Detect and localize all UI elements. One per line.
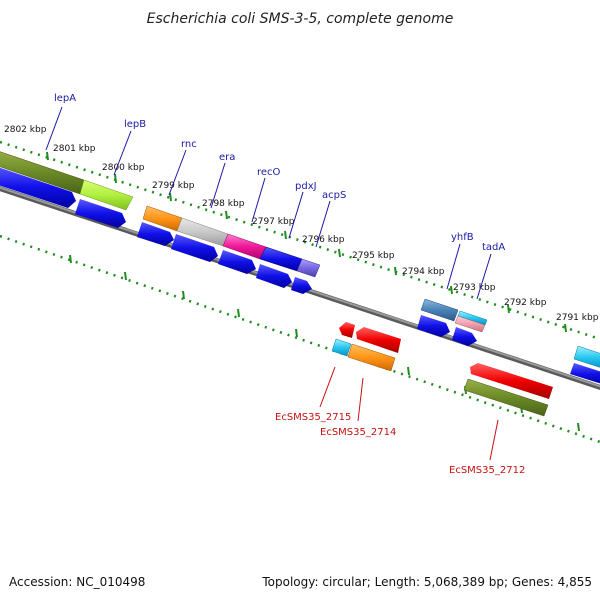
outer-tick-track: [0, 140, 600, 341]
kbp-label: 2795 kbp: [352, 251, 395, 261]
kbp-scale: 2802 kbp 2801 kbp 2800 kbp 2799 kbp 2798…: [4, 125, 599, 323]
cds-arrow[interactable]: [0, 166, 76, 208]
gene-bar[interactable]: [296, 258, 321, 278]
cds-arrow[interactable]: [417, 315, 450, 337]
reverse-genes: [331, 338, 549, 417]
gene-label[interactable]: EcSMS35_2712: [449, 465, 525, 476]
gene-label[interactable]: recO: [257, 167, 281, 178]
cds-arrow[interactable]: [452, 327, 477, 346]
kbp-label: 2801 kbp: [53, 144, 96, 154]
gene-label[interactable]: pdxJ: [295, 181, 317, 192]
cds-arrow[interactable]: [171, 234, 218, 262]
cds-arrow[interactable]: [218, 250, 256, 274]
cds-arrow[interactable]: [291, 277, 312, 294]
gene-label[interactable]: yhfB: [451, 232, 474, 243]
gene-label[interactable]: lepB: [124, 119, 146, 130]
gene-label[interactable]: EcSMS35_2714: [320, 427, 396, 438]
gene-label[interactable]: acpS: [322, 190, 346, 201]
cds-arrow[interactable]: [470, 363, 553, 399]
gene-bar[interactable]: [463, 378, 549, 417]
kbp-label: 2792 kbp: [504, 298, 547, 308]
reverse-cds-arrows: [339, 322, 553, 399]
cds-arrow[interactable]: [75, 199, 126, 228]
cds-arrow[interactable]: [137, 222, 174, 246]
cds-arrow[interactable]: [570, 363, 600, 385]
inner-tick-track: [0, 234, 600, 444]
gene-label[interactable]: rnc: [181, 139, 197, 150]
kbp-label: 2794 kbp: [402, 267, 445, 277]
gene-bar[interactable]: [420, 298, 459, 322]
kbp-label: 2796 kbp: [302, 235, 345, 245]
kbp-label: 2802 kbp: [4, 125, 47, 135]
gene-bar[interactable]: [573, 345, 600, 369]
cds-arrow[interactable]: [256, 264, 292, 288]
gene-label[interactable]: tadA: [482, 242, 505, 253]
gene-bar[interactable]: [331, 338, 352, 357]
reverse-gene-labels: EcSMS35_2715 EcSMS35_2714 EcSMS35_2712: [275, 412, 525, 476]
accession-text: Accession: NC_010498: [9, 575, 145, 589]
forward-cds-arrows: [0, 166, 600, 385]
gene-bar[interactable]: [454, 315, 486, 333]
kbp-label: 2797 kbp: [252, 217, 295, 227]
kbp-label: 2798 kbp: [202, 199, 245, 209]
gene-label[interactable]: era: [219, 152, 235, 163]
forward-gene-labels: lepA lepB rnc era recO pdxJ acpS yhfB ta…: [54, 93, 505, 253]
topology-text: Topology: circular; Length: 5,068,389 bp…: [261, 575, 592, 589]
label-leaders: [45, 106, 499, 461]
kbp-label: 2800 kbp: [102, 163, 145, 173]
kbp-label: 2799 kbp: [152, 181, 195, 191]
gene-bar[interactable]: [347, 343, 396, 372]
cds-arrow[interactable]: [356, 327, 401, 353]
map-title: Escherichia coli SMS-3-5, complete genom…: [147, 11, 454, 27]
cds-arrow[interactable]: [339, 322, 355, 338]
gene-label[interactable]: EcSMS35_2715: [275, 412, 351, 423]
kbp-label: 2793 kbp: [453, 283, 496, 293]
forward-genes: [0, 151, 600, 369]
kbp-label: 2791 kbp: [556, 313, 599, 323]
gene-bar[interactable]: [79, 179, 134, 211]
gene-label[interactable]: lepA: [54, 93, 76, 104]
